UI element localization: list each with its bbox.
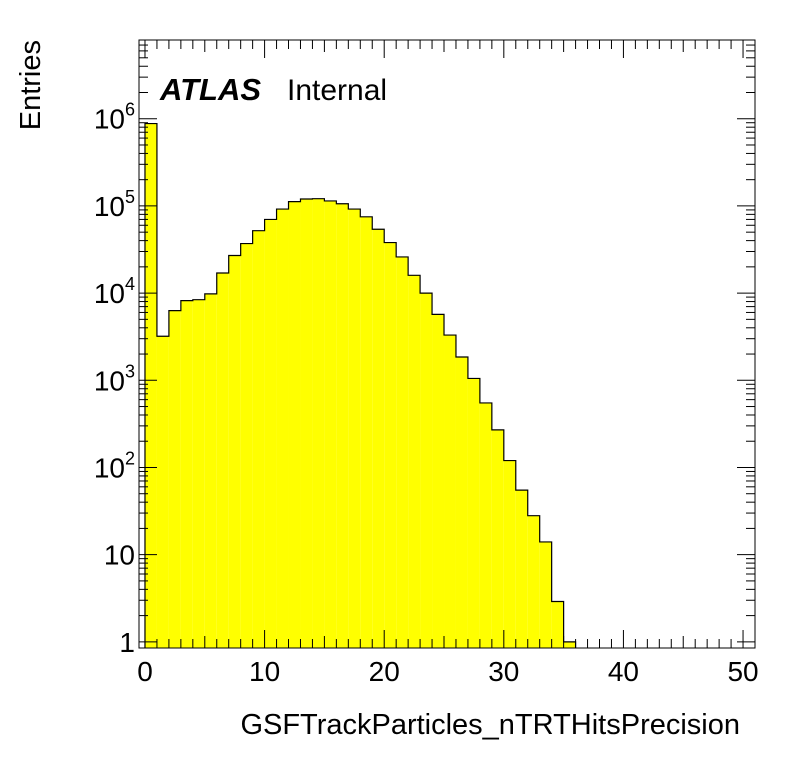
x-tick-label: 0 — [137, 656, 153, 687]
histogram-bin — [240, 243, 253, 649]
histogram-bin — [216, 273, 229, 648]
histogram-bin — [360, 216, 373, 648]
histogram-bin — [180, 300, 193, 648]
histogram-bin — [396, 256, 409, 648]
histogram-bin — [420, 293, 433, 648]
histogram-bin — [276, 209, 289, 649]
histogram-bin — [300, 199, 313, 648]
histogram-bin — [144, 123, 157, 649]
axis-ticks — [139, 39, 755, 648]
y-tick-label: 103 — [94, 361, 135, 396]
histogram-bin — [384, 242, 397, 649]
histogram-bin — [563, 641, 576, 648]
histogram-bin — [372, 229, 385, 648]
atlas-label: ATLAS — [159, 72, 261, 107]
histogram-bin — [479, 402, 492, 648]
y-tick-label: 10 — [104, 540, 135, 571]
x-tick-label: 20 — [369, 656, 400, 687]
histogram-bin — [324, 200, 337, 648]
histogram-outline — [144, 122, 577, 648]
x-axis-title: GSFTrackParticles_nTRTHitsPrecision — [240, 709, 740, 741]
histogram-bars — [144, 122, 577, 649]
x-tick-label: 30 — [488, 656, 519, 687]
y-tick-label: 105 — [94, 187, 135, 222]
histogram-bin — [432, 314, 445, 648]
histogram-bin — [503, 460, 516, 648]
histogram-bin — [515, 490, 528, 648]
x-tick-label: 50 — [727, 656, 758, 687]
x-tick-labels: 0 10 20 30 40 50 — [137, 656, 758, 687]
histogram-bin — [551, 601, 564, 648]
histogram-bin — [252, 230, 265, 648]
y-tick-label: 104 — [94, 274, 135, 309]
y-tick-label: 1 — [119, 627, 135, 658]
histogram-bin — [312, 198, 325, 649]
histogram-bin — [228, 255, 241, 648]
histogram-bin — [444, 335, 456, 648]
y-tick-label: 102 — [94, 448, 135, 483]
histogram-bin — [192, 299, 205, 648]
histogram-bin — [527, 515, 540, 648]
histogram-bin — [204, 293, 217, 648]
histogram-bin — [336, 203, 349, 649]
y-tick-labels: 1 10 102 103 104 105 106 — [94, 100, 135, 658]
histogram-bin — [288, 201, 301, 649]
plot-frame — [138, 39, 756, 649]
internal-label: Internal — [287, 74, 387, 107]
histogram-bin — [408, 275, 421, 648]
histogram-bin — [455, 356, 468, 648]
histogram-bin — [264, 219, 277, 648]
histogram-bin — [156, 336, 169, 648]
y-axis-title: Entries — [15, 40, 47, 130]
histogram-bin — [467, 378, 480, 648]
histogram-bin — [539, 541, 552, 648]
histogram-bin — [491, 429, 504, 648]
x-tick-label: 10 — [249, 656, 280, 687]
histogram-bin — [348, 209, 361, 649]
x-tick-label: 40 — [608, 656, 639, 687]
y-tick-label: 106 — [94, 100, 135, 135]
histogram-bin — [168, 310, 181, 648]
